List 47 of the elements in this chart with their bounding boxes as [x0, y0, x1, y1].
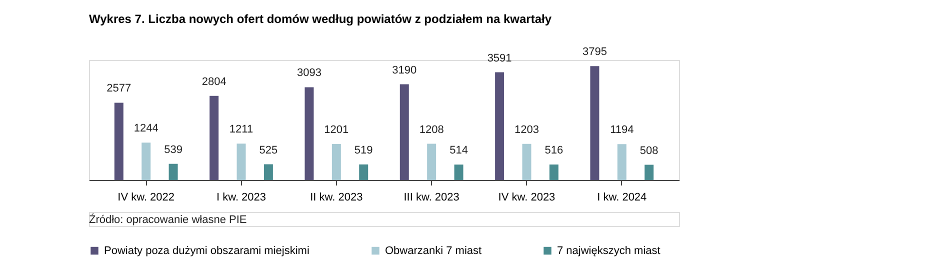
bar: [400, 84, 409, 180]
x-tick-label: I kw. 2024: [597, 192, 647, 204]
bar: [359, 164, 368, 180]
bar: [142, 142, 151, 180]
bar: [590, 66, 600, 180]
bar: [495, 72, 504, 180]
data-label: 1194: [610, 124, 634, 136]
data-label: 2577: [106, 82, 132, 95]
data-label: 1211: [229, 124, 254, 136]
bar: [454, 164, 464, 180]
x-tick-label: III kw. 2023: [404, 192, 460, 204]
legend-label: Obwarzanki 7 miast: [385, 244, 482, 257]
text: Źródło: opracowanie własne PIE: [89, 213, 247, 226]
x-tick-label: IV kw. 2023: [498, 192, 556, 204]
bar: [168, 164, 178, 180]
bar: [427, 144, 436, 180]
bar: [264, 164, 273, 180]
legend-label: Powiaty poza dużymi obszarami miejskimi: [104, 244, 310, 257]
legend-label: 7 największych miast: [557, 244, 660, 257]
bar: [617, 144, 626, 180]
data-label: 3591: [487, 52, 512, 64]
bar: [114, 102, 124, 180]
bar: [332, 144, 341, 180]
bar: [236, 144, 246, 180]
data-label: 1203: [514, 124, 539, 136]
data-label: 1201: [324, 124, 349, 136]
data-label: 2804: [202, 76, 226, 88]
x-tick-label: I kw. 2023: [216, 192, 266, 204]
x-tick-label: II kw. 2023: [310, 192, 363, 204]
data-label: 3795: [582, 46, 607, 58]
bar: [549, 164, 558, 180]
data-label: 525: [259, 144, 278, 156]
x-tick-label: IV kw. 2022: [118, 192, 175, 204]
bar: [644, 164, 654, 180]
chart-title: Wykres 7. Liczba nowych ofert domów według powiatów z podziałem na kwartały: [89, 12, 552, 26]
data-label: 519: [354, 144, 373, 156]
data-label: 514: [450, 144, 468, 157]
bar: [522, 144, 532, 180]
bar: [210, 96, 219, 180]
data-label: 3190: [392, 64, 417, 76]
data-label: 508: [640, 144, 658, 157]
data-label: 539: [164, 144, 182, 156]
data-label: 1208: [419, 124, 444, 136]
bar: [304, 87, 314, 180]
data-label: 1244: [134, 122, 158, 135]
data-label: 516: [544, 144, 564, 157]
data-label: 3093: [296, 67, 322, 80]
